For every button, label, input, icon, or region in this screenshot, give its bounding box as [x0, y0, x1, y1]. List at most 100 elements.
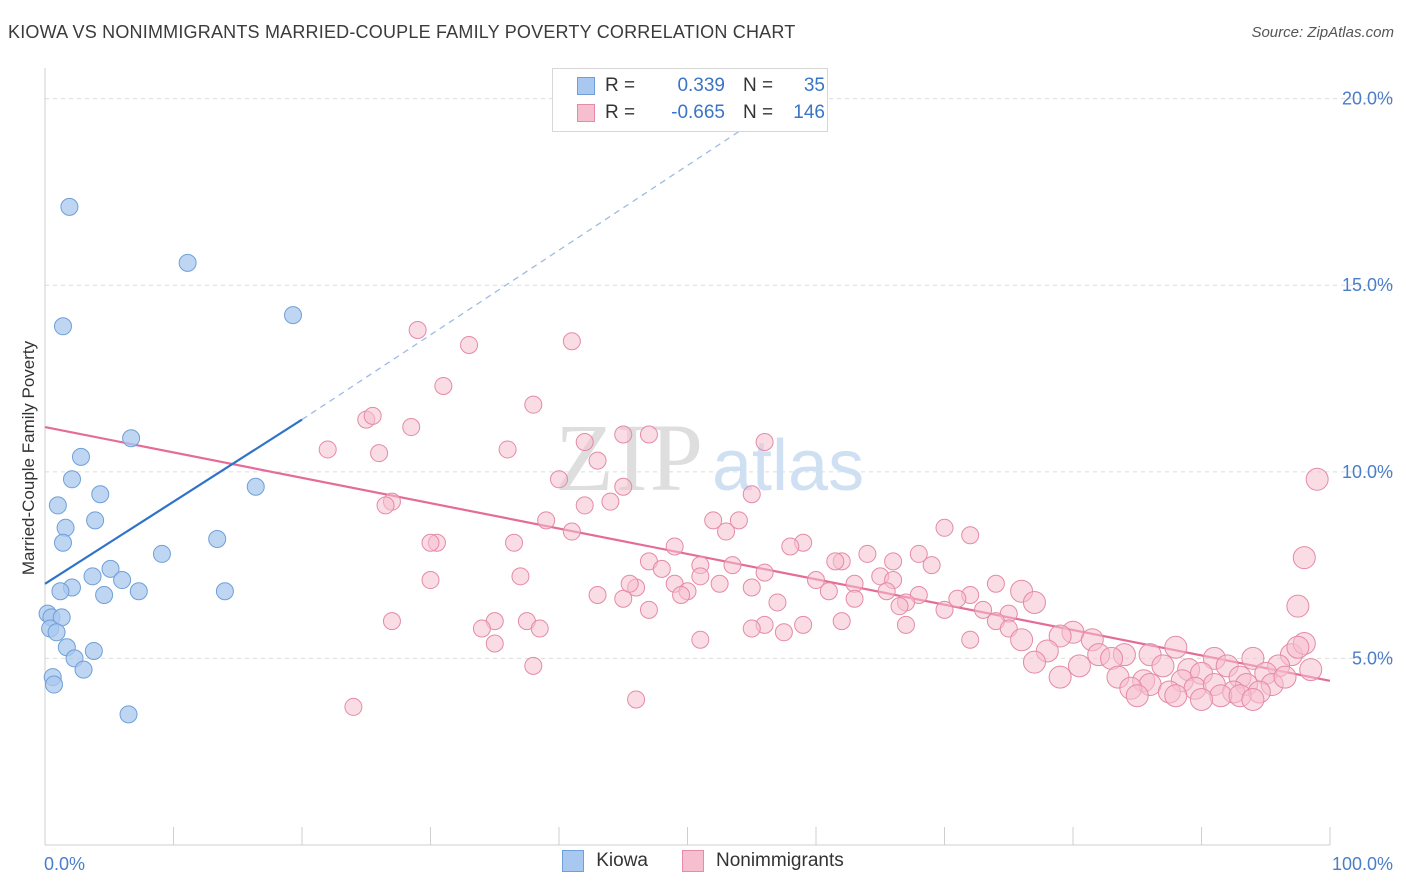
r-value-kiowa: 0.339: [677, 75, 725, 96]
kiowa-point: [47, 623, 66, 642]
kiowa-point: [215, 582, 234, 601]
nonimmigrants-point: [1190, 687, 1213, 711]
nonimmigrants-point: [781, 537, 800, 556]
nonimmigrants-swatch: [577, 104, 595, 122]
nonimmigrants-point: [472, 619, 491, 638]
nonimmigrants-point: [845, 589, 864, 608]
nonimmigrants-point: [1048, 665, 1072, 689]
kiowa-swatch: [577, 77, 595, 95]
nonimmigrants-point: [742, 619, 761, 638]
nonimmigrants-point: [376, 496, 395, 515]
kiowa-point: [71, 447, 90, 466]
stats-row-nonimmigrants: R = -0.665 N = 146: [577, 100, 825, 126]
kiowa-point: [246, 477, 265, 496]
nonimmigrants-point: [588, 585, 607, 604]
kiowa-point: [113, 571, 132, 590]
nonimmigrants-point: [505, 533, 524, 552]
nonimmigrants-point: [986, 574, 1005, 593]
nonimmigrants-point: [562, 332, 581, 351]
x-tick-label: 100.0%: [1332, 854, 1393, 874]
kiowa-point: [48, 496, 67, 515]
nonimmigrants-point: [485, 634, 504, 653]
nonimmigrants-point: [620, 574, 639, 593]
n-value-kiowa: 35: [803, 75, 825, 96]
nonimmigrants-point: [774, 623, 793, 642]
r-value-nonimmigrants: -0.665: [671, 102, 725, 123]
legend-item-kiowa[interactable]: Kiowa: [562, 850, 648, 872]
nonimmigrants-point: [614, 589, 633, 608]
y-tick-label: 5.0%: [1352, 648, 1393, 668]
nonimmigrants-point: [652, 559, 671, 578]
kiowa-point: [53, 317, 72, 336]
nonimmigrants-point: [588, 451, 607, 470]
nonimmigrants-point: [550, 470, 568, 489]
kiowa-point: [178, 253, 197, 272]
nonimmigrants-point: [1048, 624, 1072, 648]
nonimmigrants-point: [935, 600, 954, 619]
x-tick-label: 0.0%: [44, 854, 85, 874]
nonimmigrants-trend-line: [44, 425, 1331, 682]
y-tick-label: 10.0%: [1342, 462, 1393, 482]
nonimmigrants-point: [717, 522, 736, 541]
nonimmigrants-point: [896, 615, 915, 634]
nonimmigrants-point: [601, 492, 620, 511]
nonimmigrants-point: [408, 321, 427, 340]
y-tick-label: 15.0%: [1342, 275, 1393, 295]
nonimmigrants-point: [363, 406, 382, 425]
nonimmigrants-point: [742, 578, 761, 597]
nonimmigrants-point: [382, 612, 401, 631]
nonimmigrants-point: [974, 600, 993, 619]
kiowa-point: [86, 511, 105, 530]
grid-lines: [45, 98, 1395, 659]
series-legend: Kiowa Nonimmigrants: [0, 850, 1406, 872]
nonimmigrants-point: [1286, 594, 1310, 618]
kiowa-point: [129, 582, 148, 601]
kiowa-point: [51, 582, 70, 601]
nonimmigrants-legend-swatch: [681, 850, 704, 872]
nonimmigrants-point: [537, 511, 556, 530]
r-label: R =: [605, 102, 636, 123]
nonimmigrants-point: [1286, 635, 1310, 659]
nonimmigrants-point: [575, 432, 594, 451]
nonimmigrants-point: [961, 526, 980, 545]
nonimmigrants-point: [1125, 684, 1149, 708]
nonimmigrants-point: [729, 511, 748, 530]
r-label: R =: [605, 75, 636, 96]
axes: [44, 68, 1331, 846]
nonimmigrants-point: [1241, 687, 1265, 711]
stats-row-kiowa: R = 0.339 N = 35: [577, 73, 825, 99]
kiowa-point: [62, 470, 81, 489]
nonimmigrants-point: [884, 552, 903, 571]
y-tick-label: 20.0%: [1342, 89, 1393, 109]
nonimmigrants-point: [562, 522, 581, 541]
kiowa-point: [74, 660, 93, 679]
kiowa-point: [60, 197, 79, 216]
nonimmigrants-point: [723, 556, 742, 575]
nonimmigrants-point: [1022, 590, 1046, 614]
legend-item-nonimmigrants[interactable]: Nonimmigrants: [681, 850, 844, 872]
nonimmigrants-point: [614, 425, 633, 444]
nonimmigrants-point: [614, 477, 633, 496]
n-value-nonimmigrants: 146: [793, 102, 825, 123]
nonimmigrants-point: [672, 585, 691, 604]
kiowa-point: [208, 530, 227, 548]
nonimmigrants-point: [1273, 665, 1297, 689]
nonimmigrants-point: [768, 593, 787, 612]
kiowa-point: [53, 533, 72, 552]
watermark-atlas: atlas: [712, 426, 864, 506]
nonimmigrants-point: [639, 600, 658, 619]
kiowa-point: [83, 567, 102, 586]
nonimmigrants-point: [511, 567, 530, 586]
nonimmigrants-point: [691, 567, 710, 586]
nonimmigrants-point: [922, 556, 941, 575]
nonimmigrants-point: [524, 656, 543, 675]
kiowa-point: [284, 306, 303, 325]
nonimmigrants-point: [909, 544, 928, 563]
kiowa-trend-extension: [301, 105, 778, 421]
nonimmigrants-point: [794, 615, 813, 634]
nonimmigrants-point: [421, 571, 440, 590]
nonimmigrants-point: [877, 582, 896, 601]
nonimmigrants-point: [742, 485, 761, 504]
kiowa-point: [44, 675, 63, 694]
